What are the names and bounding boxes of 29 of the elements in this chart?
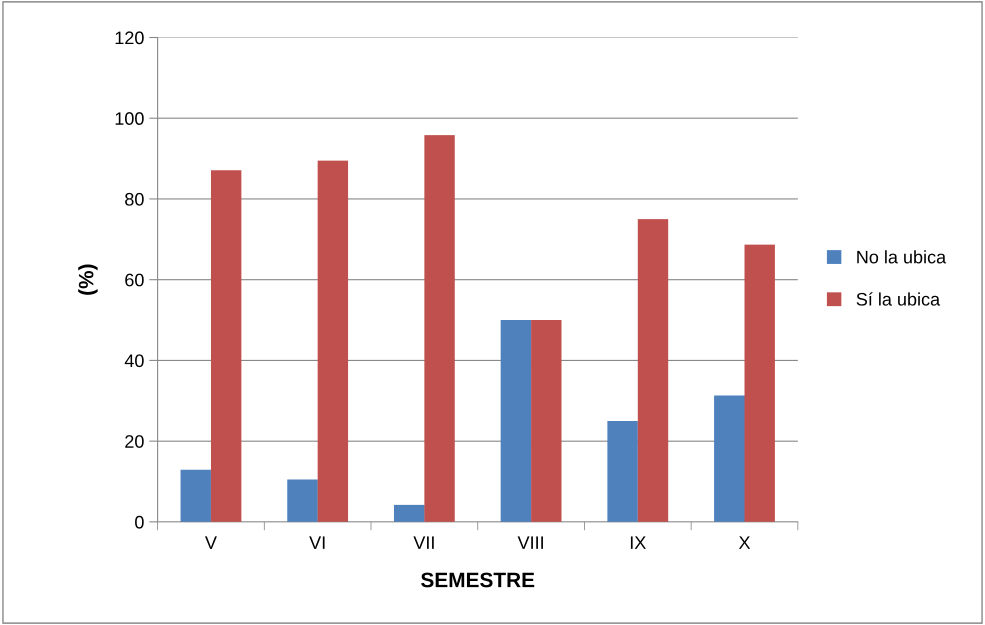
x-tick-label: X — [738, 536, 750, 549]
bar — [210, 170, 242, 522]
bar — [424, 135, 455, 522]
bar — [180, 470, 211, 522]
y-tick-label: 100 — [116, 112, 144, 125]
y-tick-label: 20 — [125, 435, 144, 448]
legend-label: No la ubica — [857, 250, 946, 264]
legend-label: Sí la ubica — [856, 292, 940, 306]
bar — [318, 160, 348, 522]
bar — [394, 504, 424, 522]
x-tick-label: V — [205, 536, 217, 549]
y-axis-title: (%) — [78, 264, 98, 295]
x-axis-title: SEMESTRE — [421, 572, 534, 588]
y-tick-label: 120 — [116, 31, 144, 44]
bar — [744, 244, 775, 522]
x-tick-label: VII — [413, 536, 434, 549]
y-tick-label: 0 — [135, 516, 144, 529]
bar — [500, 320, 532, 522]
y-tick-label: 80 — [125, 192, 144, 206]
y-tick-label: 40 — [124, 354, 144, 368]
bar — [287, 479, 318, 522]
x-tick-label: VIII — [518, 536, 543, 549]
x-tick-label: VI — [309, 536, 325, 549]
x-tick-label: IX — [630, 536, 646, 549]
bar — [531, 320, 562, 522]
bar — [638, 219, 668, 522]
bar — [607, 420, 638, 522]
bar — [714, 396, 744, 522]
y-tick-label: 60 — [125, 274, 144, 286]
